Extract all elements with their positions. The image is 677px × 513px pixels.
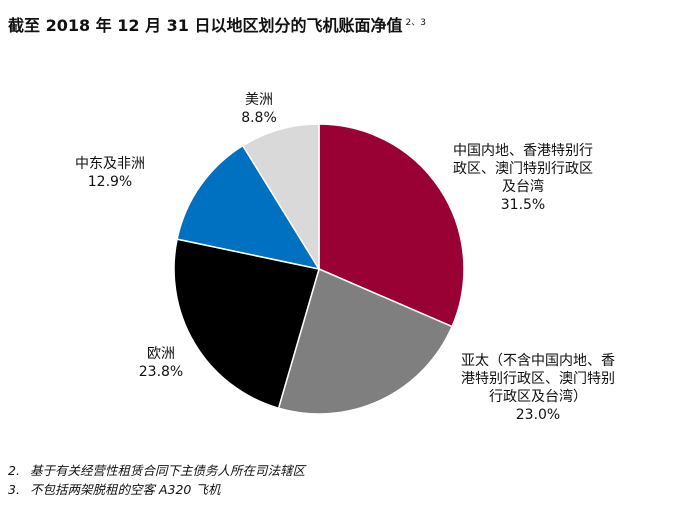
pie-slices: [173, 123, 465, 415]
slice-label: 港特别行政区、澳门特别: [461, 371, 615, 387]
slice-value-label: 12.9%: [88, 174, 132, 190]
pie-slice: [241, 123, 320, 272]
chart-title: 截至 2018 年 12 月 31 日以地区划分的飞机账面净值 2、3: [8, 12, 426, 36]
slice-label: 美洲: [245, 92, 273, 108]
slice-label: 中国内地、香港特别行: [453, 143, 593, 159]
slice-label: 行政区及台湾）: [489, 388, 587, 405]
slice-value-label: 8.8%: [241, 110, 277, 126]
slice-value-label: 23.8%: [139, 364, 183, 380]
pie-slice: [173, 238, 320, 410]
chart-title-text: 截至 2018 年 12 月 31 日以地区划分的飞机账面净值: [8, 16, 403, 35]
slice-label: 及台湾: [502, 178, 544, 195]
footnote-number: 2.: [8, 463, 20, 478]
slice-value-label: 23.0%: [516, 407, 560, 423]
footnote-3: 3. 不包括两架脱租的空客 A320 飞机: [8, 480, 305, 499]
pie-slice: [176, 144, 321, 271]
slice-label: 中东及非洲: [75, 156, 145, 172]
title-footnote-refs: 2、3: [405, 17, 426, 28]
pie-slice: [318, 123, 465, 328]
slice-label: 亚太（不含中国内地、香: [461, 353, 615, 369]
slice-value-label: 31.5%: [501, 197, 545, 213]
slice-label: 欧洲: [147, 346, 175, 362]
footnote-number: 3.: [8, 482, 20, 497]
footnote-text: 不包括两架脱租的空客 A320 飞机: [30, 482, 221, 497]
pie-slice: [277, 267, 454, 415]
slice-label: 政区、澳门特别行政区: [453, 161, 593, 177]
footnotes: 2. 基于有关经营性租赁合同下主债务人所在司法辖区 3. 不包括两架脱租的空客 A3…: [8, 461, 305, 499]
footnote-text: 基于有关经营性租赁合同下主债务人所在司法辖区: [30, 463, 306, 478]
footnote-2: 2. 基于有关经营性租赁合同下主债务人所在司法辖区: [8, 461, 305, 480]
